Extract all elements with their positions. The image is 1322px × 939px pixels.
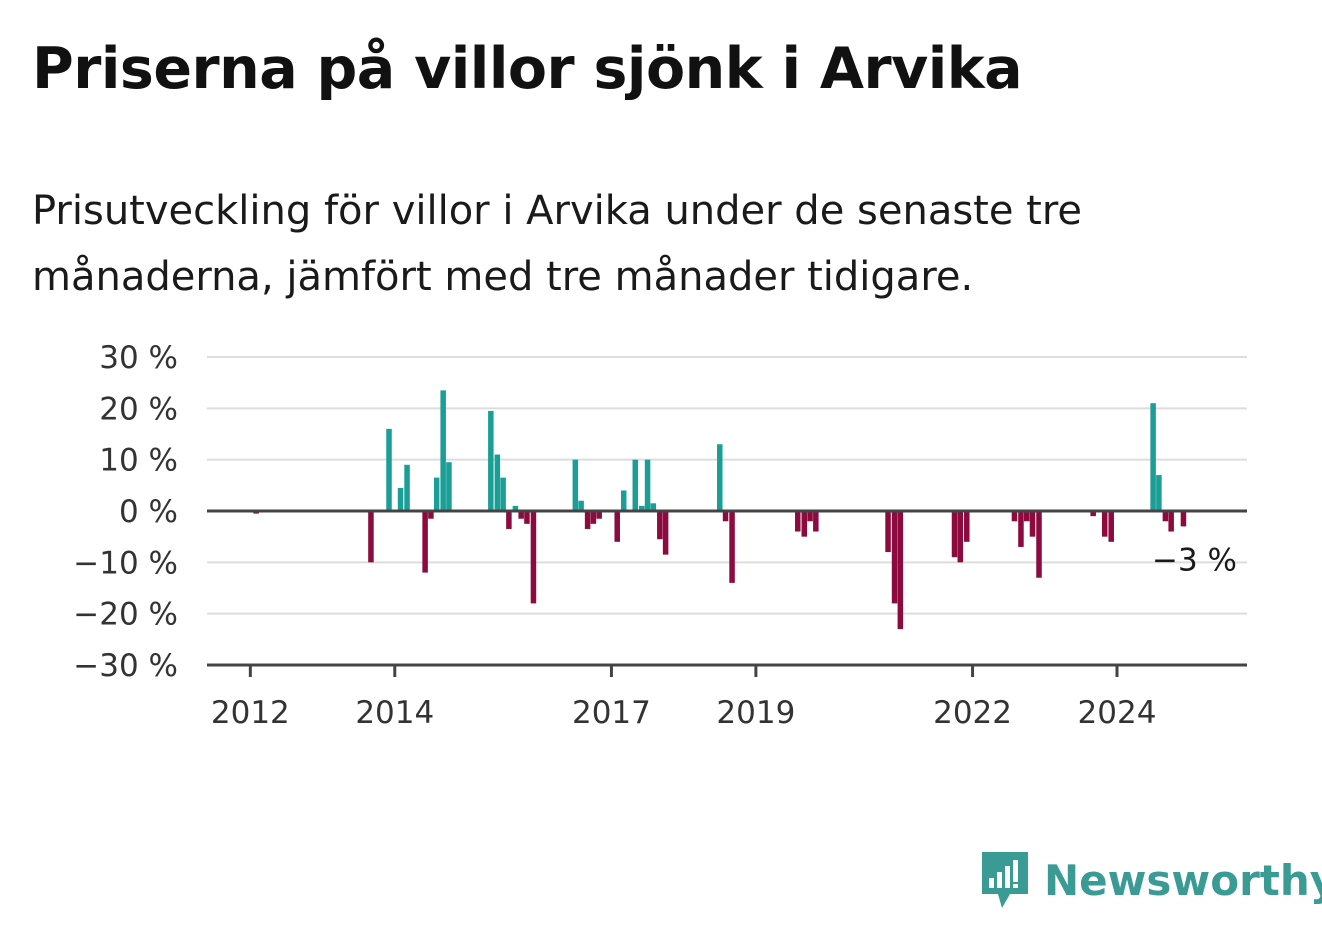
newsworthy-logo: Newsworthy: [980, 850, 1322, 910]
grid-layer: [207, 356, 1247, 615]
bar: [657, 511, 663, 540]
bar: [813, 511, 819, 532]
bar: [368, 511, 374, 563]
bar: [891, 511, 898, 604]
y-tick-label: 30 %: [99, 340, 178, 376]
bar: [1180, 511, 1187, 527]
bar: [662, 511, 669, 555]
annotation-layer: −3 %: [1152, 542, 1237, 578]
y-tick-label: 20 %: [99, 391, 178, 427]
bar: [801, 511, 808, 537]
bar: [1150, 403, 1156, 511]
bar: [494, 454, 501, 511]
bar: [1029, 511, 1036, 537]
bar: [620, 490, 627, 511]
y-tick-label: 0 %: [119, 494, 178, 530]
chart-title: Priserna på villor sjönk i Arvika: [32, 36, 1023, 102]
latest-value-annotation: −3 %: [1152, 542, 1237, 578]
x-tick-label: 2017: [572, 695, 651, 731]
bar: [1090, 511, 1096, 517]
y-tick-label: −30 %: [73, 648, 178, 684]
bar: [1036, 511, 1042, 578]
bar: [428, 511, 434, 519]
axes: [207, 509, 1247, 677]
x-tick-label: 2019: [716, 695, 795, 731]
x-tick-label: 2022: [933, 695, 1012, 731]
bar: [951, 511, 958, 558]
bar: [795, 511, 801, 532]
chart-subtitle: Prisutveckling för villor i Arvika under…: [32, 188, 1083, 300]
x-tick-label: 2012: [211, 695, 290, 731]
x-tick-label: 2014: [355, 695, 434, 731]
bar: [650, 503, 657, 511]
y-tick-label: 10 %: [99, 443, 178, 479]
bar: [1156, 475, 1162, 511]
bar: [596, 511, 602, 519]
bar: [722, 511, 729, 522]
bar: [404, 464, 410, 511]
bar: [644, 459, 651, 511]
bar: [572, 459, 579, 511]
bar: [1101, 511, 1108, 537]
bar: [590, 511, 597, 524]
bar: [1168, 511, 1174, 532]
bar: [807, 511, 813, 522]
bar: [386, 428, 392, 511]
bar: [500, 477, 506, 511]
bar: [446, 462, 452, 511]
bar: [530, 511, 537, 604]
price-change-bar-chart: 30 %20 %10 %0 %−10 %−20 %−30 % 2012 2014 2…: [73, 340, 1247, 731]
y-axis-labels: 30 % 20 % 10 % 0 % −10 % −20 % −30 %: [73, 340, 178, 684]
bar: [506, 511, 512, 529]
bar: [440, 390, 446, 511]
bar: [1018, 511, 1024, 547]
bar: [717, 444, 723, 511]
bar: [524, 511, 530, 524]
bar: [897, 511, 904, 630]
bar: [422, 511, 428, 573]
bar: [885, 511, 891, 553]
bar: [1011, 511, 1018, 522]
bar: [488, 410, 494, 511]
brand-name: Newsworthy: [1044, 855, 1322, 905]
bar: [397, 487, 404, 511]
bar: [632, 459, 639, 511]
bar: [1108, 511, 1114, 542]
bar: [512, 505, 519, 511]
bar: [964, 511, 970, 542]
bar: [614, 511, 620, 542]
bar: [433, 477, 440, 511]
bar: [1023, 511, 1030, 522]
newsworthy-logo-icon: [982, 852, 1028, 908]
y-tick-label: −10 %: [73, 545, 178, 581]
bar: [584, 511, 591, 529]
x-axis-labels: 2012 2014 2017 2019 2022 2024: [211, 695, 1157, 731]
bar: [729, 511, 735, 583]
y-tick-label: −20 %: [73, 597, 178, 633]
bar: [518, 511, 524, 519]
bar: [578, 500, 584, 511]
bar: [639, 505, 645, 511]
bar-series: [253, 390, 1187, 630]
x-tick-label: 2024: [1078, 695, 1157, 731]
bar: [1162, 511, 1169, 522]
bar: [957, 511, 964, 563]
